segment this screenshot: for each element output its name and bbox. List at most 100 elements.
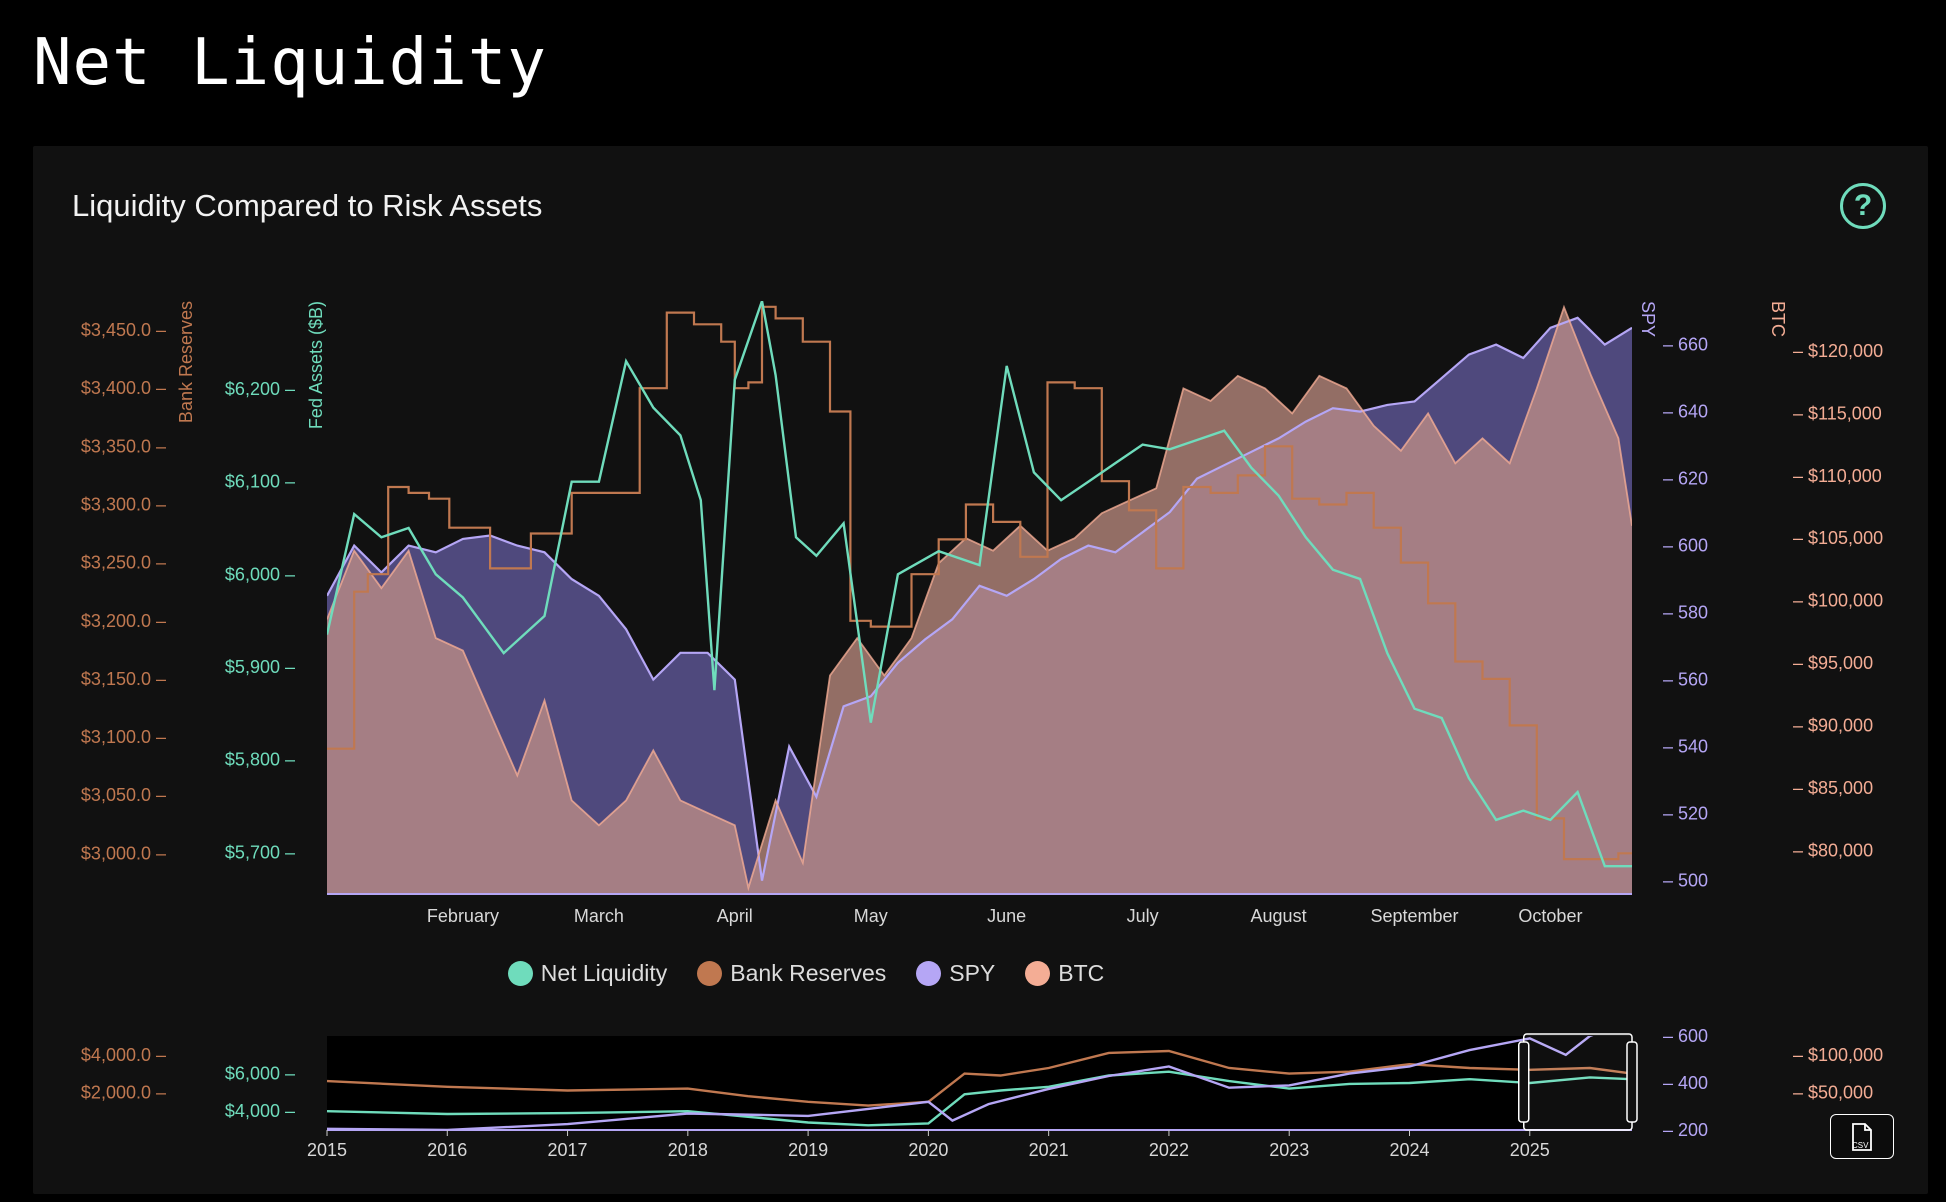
overview-x-tick-label: 2018 bbox=[668, 1140, 708, 1160]
overview-x-tick-label: 2017 bbox=[548, 1140, 588, 1160]
overview-y-tick-label-btc: – $100,000 bbox=[1793, 1045, 1883, 1065]
bank-reserves-line bbox=[327, 305, 1632, 861]
overview-y-tick-label-bank-reserves: $4,000.0 – bbox=[81, 1045, 166, 1065]
legend-label: Bank Reserves bbox=[730, 960, 887, 986]
y-tick-label-bank-reserves: $3,050.0 – bbox=[81, 785, 166, 805]
y-tick-label-fed-assets-b: $6,100 – bbox=[225, 472, 295, 492]
y-tick-label-btc: – $110,000 bbox=[1793, 466, 1882, 486]
net-liquidity-line bbox=[327, 301, 1632, 868]
y-tick-label-spy: – 600 bbox=[1663, 536, 1708, 556]
overview-y-tick-label-spy: – 400 bbox=[1663, 1073, 1708, 1093]
y-tick-label-spy: – 560 bbox=[1663, 670, 1708, 690]
y-tick-label-btc: – $85,000 bbox=[1793, 778, 1873, 798]
main-axes: February March April May June July August Septe… bbox=[81, 301, 1883, 926]
overview-spy-line bbox=[327, 1036, 1594, 1130]
overview-x-tick-label: 2022 bbox=[1149, 1140, 1189, 1160]
y-axis-title-bank-reserves: Bank Reserves bbox=[176, 301, 196, 423]
spy-line bbox=[327, 316, 1632, 881]
btc-line bbox=[327, 304, 1632, 892]
y-tick-label-fed-assets-b: $6,000 – bbox=[225, 564, 295, 584]
y-tick-label-bank-reserves: $3,400.0 – bbox=[81, 378, 166, 398]
legend-item-spy[interactable]: SPY bbox=[916, 960, 995, 987]
y-tick-label-bank-reserves: $3,450.0 – bbox=[81, 320, 166, 340]
legend-dot-spy bbox=[916, 961, 942, 986]
x-tick-label: July bbox=[1127, 906, 1159, 926]
y-tick-label-bank-reserves: $3,200.0 – bbox=[81, 611, 166, 631]
legend-item-bank-reserves[interactable]: Bank Reserves bbox=[697, 960, 886, 987]
y-tick-label-btc: – $105,000 bbox=[1793, 528, 1883, 548]
overview-y-tick-label-fed-assets: $6,000 – bbox=[225, 1064, 295, 1084]
file-csv-icon bbox=[1852, 1122, 1872, 1151]
y-tick-label-btc: – $80,000 bbox=[1793, 840, 1873, 860]
overview-x-tick-label: 2019 bbox=[788, 1140, 828, 1160]
x-tick-label: August bbox=[1251, 906, 1307, 926]
x-tick-label: April bbox=[717, 906, 753, 926]
y-tick-label-bank-reserves: $3,350.0 – bbox=[81, 436, 166, 456]
x-tick-label: May bbox=[854, 906, 888, 926]
x-tick-label: February bbox=[427, 906, 499, 926]
x-tick-label: September bbox=[1370, 906, 1458, 926]
y-tick-label-btc: – $90,000 bbox=[1793, 715, 1873, 735]
y-tick-label-fed-assets-b: $5,800 – bbox=[225, 750, 295, 770]
y-tick-label-fed-assets-b: $6,200 – bbox=[225, 379, 295, 399]
brush-handle-left[interactable] bbox=[1518, 1041, 1530, 1123]
overview-y-tick-label-fed-assets: $4,000 – bbox=[225, 1101, 295, 1121]
legend-label: BTC bbox=[1058, 960, 1105, 986]
y-tick-label-spy: – 580 bbox=[1663, 603, 1708, 623]
legend-label: Net Liquidity bbox=[540, 960, 668, 986]
overview-x-tick-label: 2016 bbox=[427, 1140, 467, 1160]
y-tick-label-fed-assets-b: $5,700 – bbox=[225, 842, 295, 862]
y-axis-title-fed-assets: Fed Assets ($B) bbox=[306, 301, 326, 429]
y-tick-label-spy: – 640 bbox=[1663, 402, 1708, 422]
overview-selection[interactable] bbox=[1523, 1033, 1633, 1131]
y-tick-label-btc: – $95,000 bbox=[1793, 653, 1873, 673]
chart-title: Liquidity Compared to Risk Assets bbox=[72, 188, 543, 223]
legend-dot-bank-reserves bbox=[697, 961, 723, 986]
overview-bank-reserves-line bbox=[327, 1049, 1632, 1107]
y-tick-label-bank-reserves: $3,250.0 – bbox=[81, 553, 166, 573]
legend: Net Liquidity Bank Reserves SPY BTC bbox=[33, 960, 1579, 987]
overview-y-tick-label-bank-reserves: $2,000.0 – bbox=[81, 1082, 166, 1102]
overview-x-tick-label: 2020 bbox=[908, 1140, 948, 1160]
overview-x-tick-label: 2025 bbox=[1510, 1140, 1550, 1160]
overview-y-tick-label-btc: – $50,000 bbox=[1793, 1082, 1873, 1102]
y-tick-label-btc: – $100,000 bbox=[1793, 591, 1883, 611]
y-tick-label-bank-reserves: $3,000.0 – bbox=[81, 843, 166, 863]
btc-area bbox=[327, 307, 1632, 894]
y-axis-title-btc: BTC bbox=[1768, 301, 1788, 337]
main-plot-area bbox=[327, 301, 1632, 894]
brush-handle-right[interactable] bbox=[1626, 1041, 1638, 1123]
chart-card: Liquidity Compared to Risk Assets ? Febr… bbox=[33, 146, 1928, 1194]
y-tick-label-bank-reserves: $3,150.0 – bbox=[81, 669, 166, 689]
y-tick-label-spy: – 660 bbox=[1663, 335, 1708, 355]
liquidity-chart[interactable]: February March April May June July August Septe… bbox=[33, 146, 1928, 1194]
overview-axes: 2015 2016 2017 2018 2019 2020 2021 2022 2023 2024… bbox=[81, 1026, 1883, 1160]
overview-background bbox=[327, 1036, 1632, 1130]
csv-label: CSV bbox=[1852, 1141, 1869, 1150]
x-tick-label: October bbox=[1518, 906, 1582, 926]
legend-item-net-liquidity[interactable]: Net Liquidity bbox=[507, 960, 668, 987]
y-tick-label-btc: – $120,000 bbox=[1793, 341, 1883, 361]
y-tick-label-fed-assets-b: $5,900 – bbox=[225, 657, 295, 677]
overview-brush[interactable] bbox=[1518, 1033, 1638, 1131]
question-circle-icon[interactable]: ? bbox=[1840, 183, 1886, 229]
overview-x-tick-label: 2024 bbox=[1389, 1140, 1429, 1160]
overview-plot-area bbox=[327, 1036, 1632, 1130]
overview-y-tick-label-spy: – 600 bbox=[1663, 1026, 1708, 1046]
y-tick-label-spy: – 520 bbox=[1663, 804, 1708, 824]
y-tick-label-spy: – 540 bbox=[1663, 737, 1708, 757]
y-tick-label-spy: – 500 bbox=[1663, 871, 1708, 891]
legend-dot-net-liquidity bbox=[507, 961, 533, 986]
overview-x-tick-label: 2021 bbox=[1029, 1140, 1069, 1160]
overview-x-tick-label: 2023 bbox=[1269, 1140, 1309, 1160]
y-axis-title-spy: SPY bbox=[1638, 301, 1658, 337]
legend-dot-btc bbox=[1025, 961, 1051, 986]
y-tick-label-spy: – 620 bbox=[1663, 469, 1708, 489]
x-tick-label: March bbox=[574, 906, 624, 926]
csv-download-button[interactable]: CSV bbox=[1830, 1114, 1894, 1159]
y-tick-label-btc: – $115,000 bbox=[1793, 403, 1882, 423]
legend-label: SPY bbox=[949, 960, 996, 986]
page-title: Net Liquidity bbox=[33, 26, 547, 100]
legend-item-btc[interactable]: BTC bbox=[1025, 960, 1104, 987]
overview-x-tick-label: 2015 bbox=[307, 1140, 347, 1160]
